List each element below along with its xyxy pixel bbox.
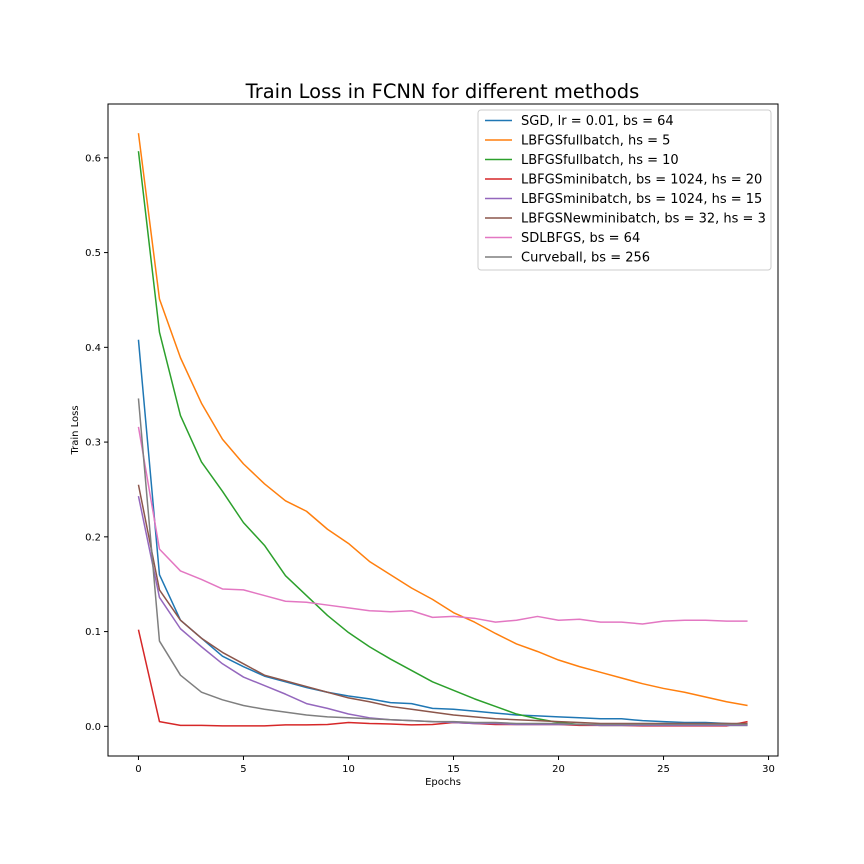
legend-label-6: LBFGSNewminibatch, bs = 32, hs = 3 [521,212,766,227]
x-tick-label: 25 [657,764,670,775]
series-lines [137,133,748,727]
series-line-7 [137,426,748,625]
series-line-1 [137,339,748,726]
legend-label-1: SGD, lr = 0.01, bs = 64 [521,114,674,129]
series-line-2 [137,133,748,707]
series-line-6 [137,484,748,725]
x-tick-label: 20 [552,764,565,775]
x-tick-label: 15 [447,764,460,775]
y-tick-label: 0.5 [85,248,101,259]
y-axis-label: Train Loss [70,405,81,455]
y-tick-label: 0.3 [85,438,101,449]
y-tick-label: 0.2 [85,532,101,543]
y-tick-label: 0.6 [85,153,101,164]
plot-area: 0 5 10 15 20 25 30 0.0 0.1 0.2 0.3 0.4 0.5 0.6 [85,103,779,775]
legend: SGD, lr = 0.01, bs = 64 LBFGSfullbatch, h… [477,109,772,271]
legend-label-7: SDLBFGS, bs = 64 [521,231,640,246]
legend-label-5: LBFGSminibatch, bs = 1024, hs = 15 [521,192,762,207]
series-line-8 [137,398,748,726]
chart-title: Train Loss in FCNN for different methods [245,80,640,103]
legend-label-2: LBFGSfullbatch, hs = 5 [521,134,670,149]
legend-items: SGD, lr = 0.01, bs = 64 LBFGSfullbatch, h… [485,114,766,266]
x-axis-ticks: 0 5 10 15 20 25 30 [135,756,775,775]
y-tick-label: 0.1 [85,627,101,638]
x-tick-label: 10 [342,764,355,775]
legend-box [477,109,772,271]
legend-label-3: LBFGSfullbatch, hs = 10 [521,153,679,168]
legend-label-4: LBFGSminibatch, bs = 1024, hs = 20 [521,173,762,188]
axes-frame [107,103,779,757]
x-tick-label: 0 [135,764,141,775]
y-tick-label: 0.4 [85,343,101,354]
legend-label-8: Curveball, bs = 256 [521,251,650,266]
y-tick-label: 0.0 [85,722,101,733]
x-tick-label: 5 [240,764,246,775]
x-axis-label: Epochs [425,777,461,788]
x-tick-label: 30 [762,764,775,775]
y-axis-ticks: 0.0 0.1 0.2 0.3 0.4 0.5 0.6 [85,153,108,733]
